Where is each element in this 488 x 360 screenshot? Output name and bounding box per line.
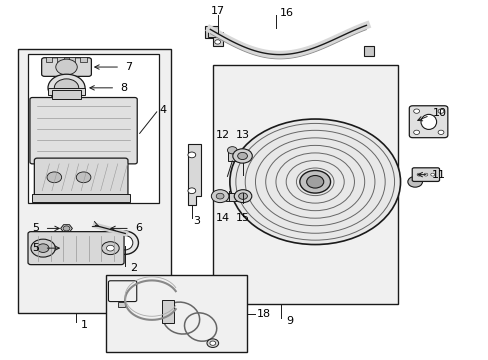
Circle shape — [47, 172, 61, 183]
Bar — [27, 54, 159, 203]
FancyBboxPatch shape — [28, 231, 124, 265]
Circle shape — [106, 245, 114, 251]
Bar — [225, 193, 236, 201]
Circle shape — [227, 147, 237, 154]
Text: 16: 16 — [279, 8, 293, 18]
Circle shape — [214, 40, 220, 44]
Text: 6: 6 — [135, 224, 142, 233]
Circle shape — [299, 171, 330, 193]
Circle shape — [232, 149, 252, 163]
Bar — [48, 88, 85, 95]
Text: 10: 10 — [432, 108, 447, 118]
Circle shape — [413, 109, 419, 113]
Text: 9: 9 — [285, 316, 292, 325]
Circle shape — [63, 246, 70, 251]
Text: 5: 5 — [32, 243, 39, 253]
Circle shape — [102, 242, 119, 255]
Circle shape — [31, 239, 55, 257]
Text: 7: 7 — [125, 62, 132, 72]
Polygon shape — [61, 225, 72, 232]
Bar — [212, 65, 397, 304]
Circle shape — [211, 190, 228, 203]
Bar — [161, 300, 173, 323]
Ellipse shape — [111, 231, 138, 255]
Bar — [118, 302, 125, 307]
Circle shape — [407, 176, 422, 187]
Circle shape — [56, 59, 77, 75]
FancyBboxPatch shape — [411, 168, 439, 181]
Text: 18: 18 — [256, 309, 270, 319]
Bar — [363, 45, 373, 56]
Polygon shape — [188, 144, 200, 205]
Circle shape — [437, 130, 443, 134]
Bar — [57, 57, 63, 62]
Ellipse shape — [117, 235, 133, 250]
Bar — [105, 275, 246, 352]
Text: 3: 3 — [193, 216, 200, 226]
Circle shape — [187, 152, 195, 158]
FancyBboxPatch shape — [30, 98, 137, 164]
Text: 13: 13 — [235, 130, 249, 140]
Text: 1: 1 — [81, 320, 88, 330]
Bar — [205, 26, 217, 39]
Polygon shape — [61, 244, 72, 252]
Bar — [46, 57, 52, 62]
Circle shape — [54, 79, 79, 97]
Text: 5: 5 — [32, 224, 39, 233]
Circle shape — [206, 339, 218, 347]
Circle shape — [413, 130, 419, 134]
Circle shape — [238, 193, 247, 199]
Circle shape — [423, 173, 427, 176]
Circle shape — [216, 193, 224, 199]
Circle shape — [234, 190, 251, 203]
Text: 14: 14 — [215, 213, 229, 222]
Bar — [32, 194, 130, 202]
Circle shape — [437, 109, 443, 113]
Bar — [207, 32, 222, 37]
Bar — [52, 90, 81, 99]
Circle shape — [37, 244, 49, 252]
Text: 17: 17 — [210, 6, 224, 16]
Bar — [18, 49, 171, 313]
Circle shape — [229, 119, 400, 244]
FancyBboxPatch shape — [34, 158, 128, 197]
Circle shape — [237, 152, 247, 159]
Bar — [227, 152, 236, 161]
Circle shape — [48, 74, 85, 102]
Bar — [69, 57, 75, 62]
Text: 15: 15 — [236, 213, 249, 222]
FancyBboxPatch shape — [408, 106, 447, 138]
Ellipse shape — [420, 114, 436, 130]
Circle shape — [76, 172, 91, 183]
Circle shape — [63, 226, 70, 231]
Text: 8: 8 — [120, 83, 127, 93]
Circle shape — [209, 341, 215, 345]
Text: 11: 11 — [431, 170, 446, 180]
Circle shape — [187, 188, 195, 194]
Circle shape — [306, 176, 323, 188]
FancyBboxPatch shape — [41, 58, 91, 76]
Bar — [212, 33, 222, 45]
Bar — [80, 57, 86, 62]
Circle shape — [416, 173, 420, 176]
Text: 2: 2 — [130, 263, 137, 273]
Text: 4: 4 — [159, 105, 166, 115]
Circle shape — [430, 173, 434, 176]
Text: 12: 12 — [215, 130, 229, 140]
